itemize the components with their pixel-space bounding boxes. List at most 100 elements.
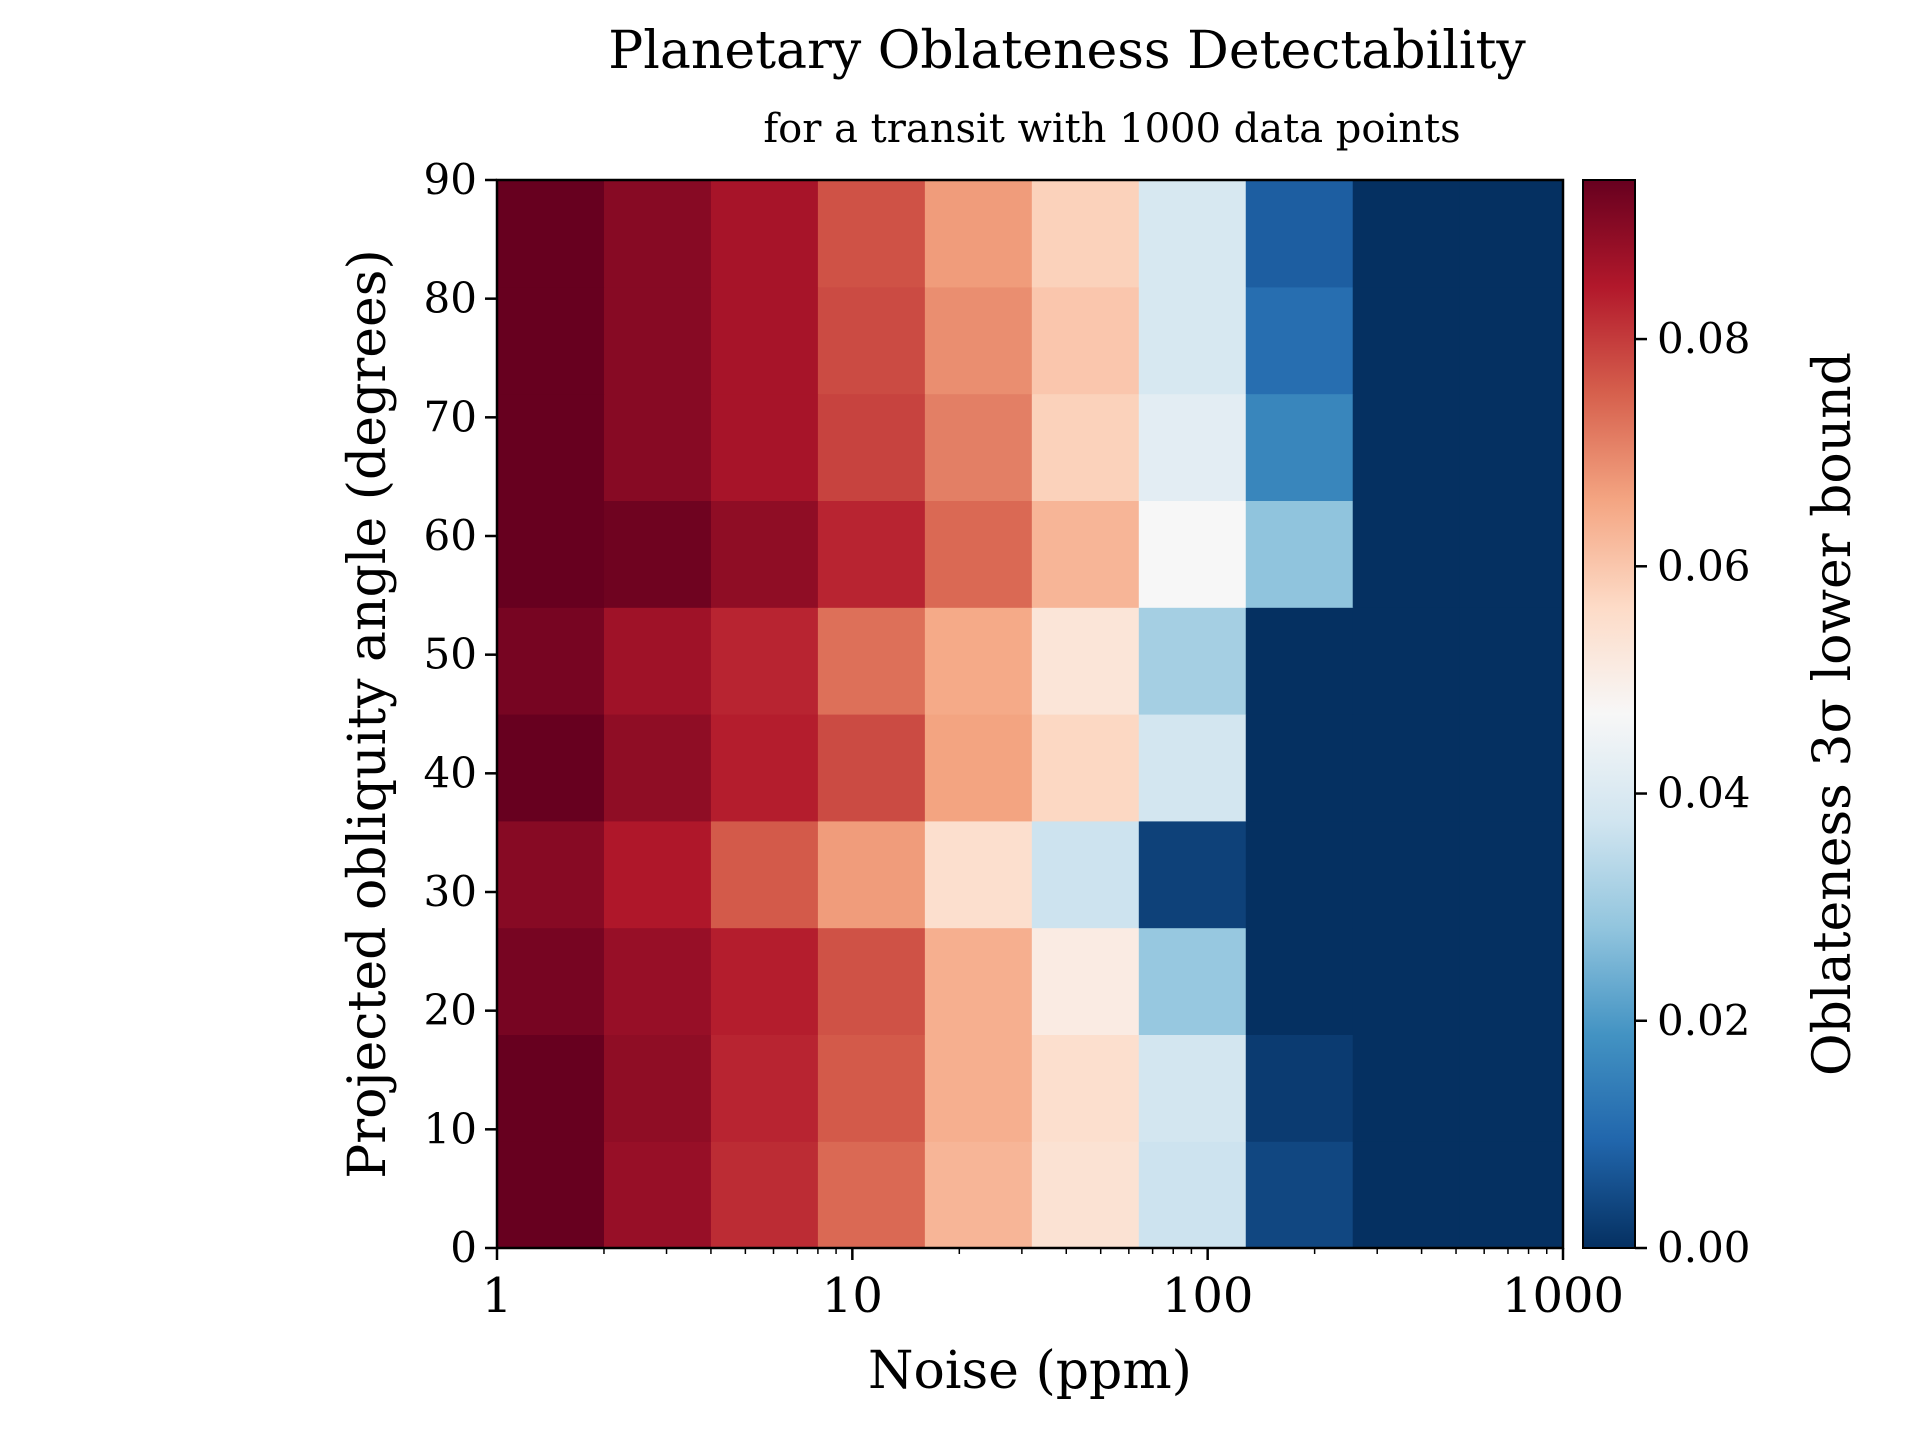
heatmap-cell [1459, 607, 1564, 715]
heatmap-cell [710, 286, 819, 395]
heatmap-cell [817, 393, 926, 501]
heatmap-cell [1031, 393, 1140, 501]
heatmap-cell [1245, 607, 1354, 715]
y-tick-label: 20 [424, 986, 477, 1035]
y-tick-label: 60 [424, 511, 477, 560]
heatmap-cell [1245, 714, 1354, 822]
heatmap-cells [497, 180, 1564, 1249]
heatmap-cell [710, 820, 819, 929]
heatmap-cell [817, 607, 926, 715]
heatmap-cell [1138, 1034, 1247, 1142]
heatmap-cell [603, 607, 712, 715]
y-tick-label: 70 [424, 392, 477, 441]
heatmap-cell [603, 500, 712, 608]
heatmap-cell [497, 714, 605, 822]
heatmap-cell [1138, 714, 1247, 822]
heatmap-cell [924, 393, 1033, 501]
heatmap-cell [497, 927, 605, 1035]
heatmap-cell [1352, 714, 1461, 822]
heatmap-cell [1459, 500, 1564, 608]
heatmap-cell [603, 180, 712, 288]
heatmap-cell [817, 286, 926, 395]
colorbar [1582, 179, 1636, 1249]
heatmap-cell [1245, 820, 1354, 929]
colorbar-tick-label: 0.04 [1657, 769, 1751, 818]
x-tick-label: 10 [822, 1268, 883, 1324]
heatmap-cell [1138, 820, 1247, 929]
heatmap-cell [1031, 927, 1140, 1035]
heatmap-cell [603, 714, 712, 822]
heatmap-cell [924, 927, 1033, 1035]
heatmap-cell [1138, 286, 1247, 395]
colorbar-label: Oblateness 3σ lower bound [1803, 352, 1863, 1076]
y-tick-label: 0 [450, 1223, 477, 1272]
heatmap-cell [710, 927, 819, 1035]
heatmap-cell [1245, 286, 1354, 395]
x-tick-label: 1000 [1502, 1268, 1624, 1324]
heatmap-cell [603, 1034, 712, 1142]
heatmap-cell [710, 180, 819, 288]
chart-subtitle: for a transit with 1000 data points [763, 106, 1460, 152]
heatmap-cell [1138, 500, 1247, 608]
heatmap-cell [1352, 927, 1461, 1035]
y-tick-label: 80 [424, 274, 477, 323]
heatmap-cell [1031, 500, 1140, 608]
heatmap-cell [1459, 927, 1564, 1035]
heatmap-cell [1031, 607, 1140, 715]
heatmap-cell [497, 393, 605, 501]
heatmap-cell [1352, 286, 1461, 395]
heatmap-cell [603, 393, 712, 501]
heatmap-cell [924, 500, 1033, 608]
heatmap-cell [497, 1034, 605, 1142]
y-tick-label: 10 [424, 1104, 477, 1153]
heatmap-cell [710, 607, 819, 715]
plot-frame [495, 178, 1565, 1250]
heatmap-cell [1352, 607, 1461, 715]
y-tick-label: 50 [424, 630, 477, 679]
x-axis-label: Noise (ppm) [868, 1341, 1192, 1401]
heatmap-cell [1031, 820, 1140, 929]
heatmap-cell [1031, 714, 1140, 822]
heatmap-cell [1459, 1141, 1564, 1249]
heatmap-cell [924, 180, 1033, 288]
heatmap-cell [1031, 286, 1140, 395]
heatmap-cell [1352, 500, 1461, 608]
colorbar-tick-label: 0.06 [1657, 541, 1751, 590]
heatmap-cell [1459, 1034, 1564, 1142]
heatmap-cell [1138, 607, 1247, 715]
heatmap-cell [1352, 1034, 1461, 1142]
heatmap-cell [1352, 393, 1461, 501]
heatmap-cell [817, 927, 926, 1035]
y-axis-label: Projected obliquity angle (degrees) [338, 249, 398, 1178]
heatmap-cell [1352, 820, 1461, 929]
heatmap-cell [603, 1141, 712, 1249]
heatmap-cell [1138, 1141, 1247, 1249]
heatmap-cell [817, 500, 926, 608]
y-tick-label: 30 [424, 867, 477, 916]
heatmap-cell [497, 500, 605, 608]
heatmap-cell [924, 714, 1033, 822]
colorbar-tick-label: 0.08 [1657, 314, 1751, 363]
heatmap-cell [710, 1141, 819, 1249]
heatmap-cell [1031, 1141, 1140, 1249]
x-tick-label: 1 [482, 1268, 513, 1324]
heatmap-cell [603, 927, 712, 1035]
heatmap-cell [924, 1141, 1033, 1249]
heatmap-cell [924, 607, 1033, 715]
heatmap-cell [1031, 1034, 1140, 1142]
heatmap-cell [1031, 180, 1140, 288]
heatmap-cell [603, 286, 712, 395]
heatmap-cell [497, 820, 605, 929]
chart-title: Planetary Oblateness Detectability [608, 21, 1526, 81]
heatmap-cell [1459, 714, 1564, 822]
heatmap-cell [1459, 820, 1564, 929]
heatmap-cell [924, 1034, 1033, 1142]
heatmap-cell [1245, 393, 1354, 501]
x-tick-label: 100 [1162, 1268, 1254, 1324]
heatmap-cell [1459, 393, 1564, 501]
heatmap-cell [1245, 927, 1354, 1035]
heatmap-cell [497, 286, 605, 395]
heatmap-cell [1352, 1141, 1461, 1249]
heatmap-cell [1459, 180, 1564, 288]
